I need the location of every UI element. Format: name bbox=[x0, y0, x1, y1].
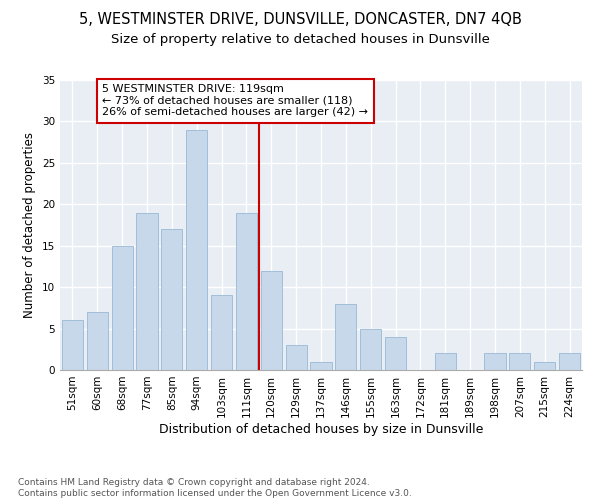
Bar bbox=[534, 362, 555, 370]
Text: Contains HM Land Registry data © Crown copyright and database right 2024.
Contai: Contains HM Land Registry data © Crown c… bbox=[18, 478, 412, 498]
Bar bbox=[335, 304, 356, 370]
Text: 5, WESTMINSTER DRIVE, DUNSVILLE, DONCASTER, DN7 4QB: 5, WESTMINSTER DRIVE, DUNSVILLE, DONCAST… bbox=[79, 12, 521, 28]
Bar bbox=[62, 320, 83, 370]
Bar bbox=[211, 296, 232, 370]
Bar bbox=[385, 337, 406, 370]
Bar bbox=[509, 354, 530, 370]
Text: 5 WESTMINSTER DRIVE: 119sqm
← 73% of detached houses are smaller (118)
26% of se: 5 WESTMINSTER DRIVE: 119sqm ← 73% of det… bbox=[102, 84, 368, 117]
Bar bbox=[186, 130, 207, 370]
Bar bbox=[559, 354, 580, 370]
Bar bbox=[136, 212, 158, 370]
Bar bbox=[310, 362, 332, 370]
Bar bbox=[161, 229, 182, 370]
Bar bbox=[87, 312, 108, 370]
Bar bbox=[112, 246, 133, 370]
Bar bbox=[286, 345, 307, 370]
Bar bbox=[261, 270, 282, 370]
Bar bbox=[484, 354, 506, 370]
Bar bbox=[435, 354, 456, 370]
Y-axis label: Number of detached properties: Number of detached properties bbox=[23, 132, 37, 318]
Bar bbox=[236, 212, 257, 370]
Bar bbox=[360, 328, 381, 370]
Text: Size of property relative to detached houses in Dunsville: Size of property relative to detached ho… bbox=[110, 32, 490, 46]
X-axis label: Distribution of detached houses by size in Dunsville: Distribution of detached houses by size … bbox=[159, 422, 483, 436]
